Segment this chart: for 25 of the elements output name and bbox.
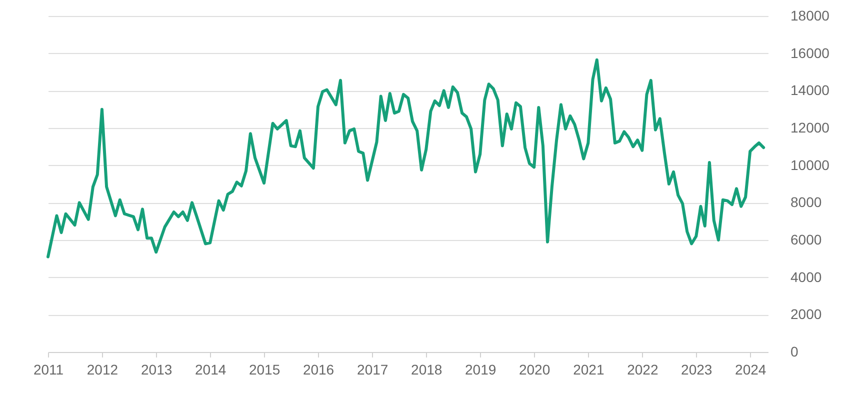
- line-series: [46, 58, 766, 258]
- x-tick-label: 2023: [681, 362, 712, 378]
- y-tick-label: 14000: [790, 82, 830, 98]
- x-tick-label: 2012: [86, 362, 118, 378]
- x-tick-label: 2016: [302, 362, 334, 378]
- y-tick-label: 6000: [790, 232, 822, 248]
- x-tick-label: 2011: [33, 362, 64, 378]
- x-tick-label: 2014: [194, 362, 226, 378]
- x-tick-label: 2017: [357, 362, 388, 378]
- x-tick-label: 2020: [518, 362, 550, 378]
- y-tick-label: 10000: [790, 156, 830, 173]
- y-tick-label: 4000: [790, 268, 822, 285]
- x-tick-label: 2021: [573, 362, 604, 378]
- y-tick-label: 18000: [790, 8, 830, 24]
- x-tick-label: 2024: [735, 362, 766, 378]
- y-tick-label: 0: [790, 344, 798, 360]
- x-tick-label: 2022: [627, 362, 658, 378]
- y-tick-label: 16000: [790, 44, 830, 61]
- x-tick-label: 2015: [248, 362, 280, 378]
- x-tick-label: 2013: [141, 362, 172, 378]
- y-tick-label: 2000: [790, 306, 822, 322]
- x-tick-label: 2018: [411, 362, 442, 378]
- x-tick-label: 2019: [465, 362, 496, 378]
- y-tick-label: 8000: [790, 194, 822, 210]
- y-tick-label: 12000: [790, 120, 830, 136]
